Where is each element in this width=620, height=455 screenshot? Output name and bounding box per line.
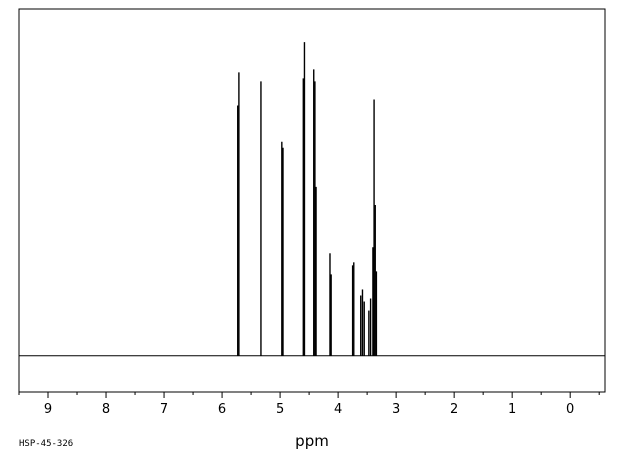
x-tick-label: 7 [160,402,168,417]
x-tick-label: 9 [44,402,52,417]
x-tick-label: 3 [392,402,400,417]
plot-frame [18,8,606,393]
x-tick-label: 6 [218,402,226,417]
x-axis-ticks: 9 8 7 6 5 4 3 2 1 0 [18,392,600,417]
spectrum-peaks [237,42,378,356]
x-tick-label: 1 [508,402,516,417]
x-tick-label: 2 [450,402,458,417]
x-tick-label: 5 [276,402,284,417]
x-tick-label: 4 [334,402,342,417]
x-axis-title: ppm [295,432,329,450]
sample-code-label: HSP-45-326 [19,439,73,449]
x-tick-label: 0 [566,402,574,417]
x-tick-label: 8 [102,402,110,417]
